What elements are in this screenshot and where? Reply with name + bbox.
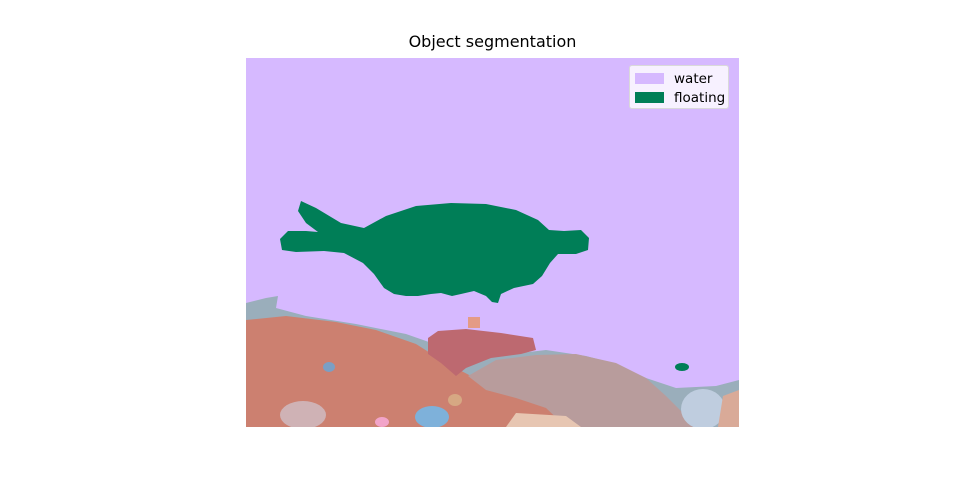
- floating-object-region: [280, 201, 589, 303]
- pebble-region-1: [280, 401, 326, 427]
- legend-item-water: water: [635, 69, 723, 88]
- segmentation-mask: [246, 58, 739, 427]
- pebble-region-4: [448, 394, 462, 406]
- pebble-region-2: [415, 406, 449, 427]
- sand-region-bottom: [506, 413, 581, 427]
- legend: water floating: [629, 65, 729, 109]
- figure-title: Object segmentation: [408, 32, 577, 51]
- legend-item-floating: floating: [635, 88, 726, 107]
- rock-region-left: [246, 316, 586, 427]
- stone-region-right: [681, 389, 725, 427]
- pebble-region-3: [375, 417, 389, 427]
- sand-region-right: [718, 390, 739, 427]
- small-marker-region: [468, 317, 480, 328]
- legend-label-floating: floating: [674, 89, 726, 106]
- boulder-region: [468, 354, 696, 427]
- legend-swatch-water: [635, 73, 664, 84]
- legend-swatch-floating: [635, 92, 664, 103]
- legend-label-water: water: [674, 70, 713, 87]
- pebble-region-5: [323, 362, 335, 372]
- object-region-center: [428, 329, 536, 376]
- floating-object-small-region: [675, 363, 689, 371]
